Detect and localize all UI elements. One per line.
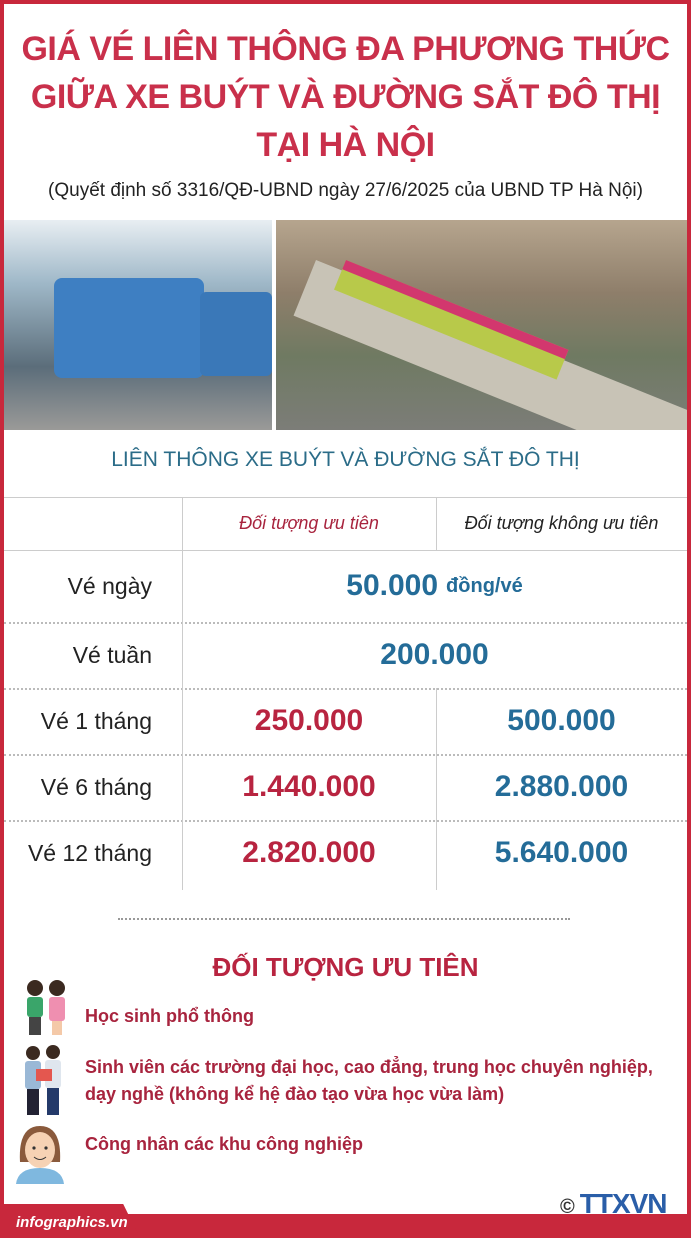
weekly-price: 200.000	[380, 638, 489, 671]
site-link[interactable]: infographics.vn	[0, 1204, 140, 1238]
regular-price: 5.640.000	[494, 836, 629, 869]
title-line-3: TẠI HÀ NỘI	[256, 126, 435, 164]
students-icon	[27, 980, 65, 1035]
fare-table: Đối tượng ưu tiên Đối tượng không ưu tiê…	[4, 497, 687, 890]
bus-photo	[4, 220, 272, 430]
row-label: Vé 12 tháng	[27, 839, 152, 866]
logo-text: TTXVN	[579, 1188, 668, 1219]
priority-item-2-line-2: dạy nghề (không kể hệ đào tạo vừa học vừ…	[85, 1084, 505, 1104]
divider	[118, 918, 570, 920]
copyright-symbol: ©	[560, 1196, 575, 1218]
regular-price: 500.000	[507, 704, 616, 737]
worker-icon	[16, 1126, 64, 1184]
price-unit: đồng/vé	[446, 574, 523, 597]
regular-price: 2.880.000	[494, 770, 629, 803]
priority-title: ĐỐI TƯỢNG ƯU TIÊN	[212, 952, 479, 982]
priority-price: 1.440.000	[242, 770, 376, 803]
row-label: Vé 1 tháng	[40, 707, 152, 734]
daily-price: 50.000 đồng/vé	[182, 550, 687, 622]
priority-price: 250.000	[254, 704, 364, 737]
header-priority: Đối tượng ưu tiên	[239, 513, 379, 533]
ttxvn-logo: © TTXVN	[560, 1188, 668, 1220]
row-label: Vé 6 tháng	[40, 773, 152, 800]
subtitle: (Quyết định số 3316/QĐ-UBND ngày 27/6/20…	[48, 180, 643, 201]
priority-item-2: Sinh viên các trường đại học, cao đẳng, …	[85, 1054, 653, 1108]
university-students-icon	[25, 1045, 61, 1115]
priority-item-3: Công nhân các khu công nghiệp	[85, 1134, 364, 1154]
priority-item-2-line-1: Sinh viên các trường đại học, cao đẳng, …	[85, 1057, 653, 1077]
title-line-2: GIỮA XE BUÝT VÀ ĐƯỜNG SẮT ĐÔ THỊ	[30, 78, 661, 116]
row-label: Vé tuần	[72, 641, 152, 668]
priority-price: 2.820.000	[242, 836, 376, 869]
table-heading: LIÊN THÔNG XE BUÝT VÀ ĐƯỜNG SẮT ĐÔ THỊ	[111, 448, 580, 471]
header-regular: Đối tượng không ưu tiên	[464, 513, 659, 533]
priority-item-1: Học sinh phổ thông	[85, 1006, 254, 1026]
metro-photo	[276, 220, 687, 430]
price-value: 50.000	[346, 569, 439, 602]
row-label: Vé ngày	[67, 572, 152, 599]
title-line-1: GIÁ VÉ LIÊN THÔNG ĐA PHƯƠNG THỨC	[21, 30, 670, 68]
